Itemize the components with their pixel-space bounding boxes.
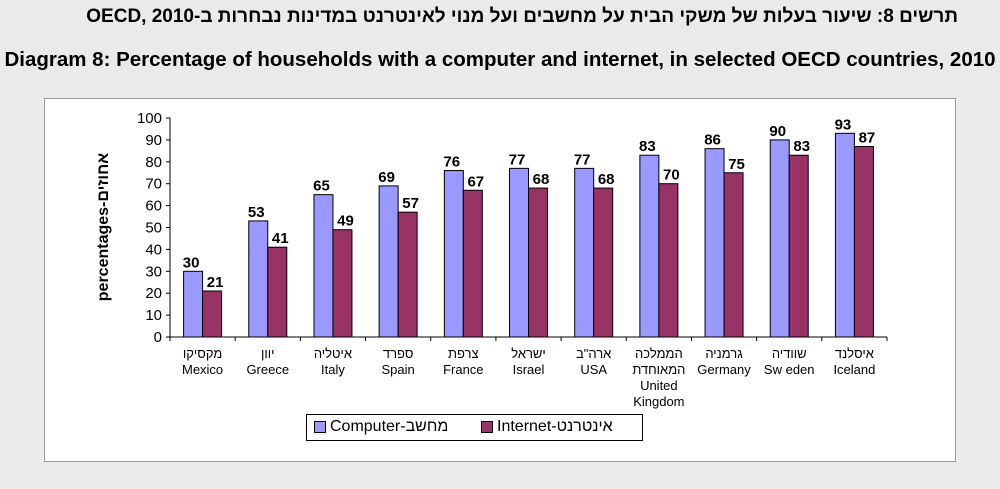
y-tick-label: 80 bbox=[145, 154, 162, 171]
bar-internet bbox=[462, 189, 483, 338]
bar-computer bbox=[509, 167, 529, 338]
x-tick-label-english: Kingdom bbox=[633, 394, 684, 409]
x-tick-label-hebrew: צרפת bbox=[448, 346, 479, 361]
chart-title-english: Diagram 8: Percentage of households with… bbox=[4, 48, 996, 71]
y-tick-label: 20 bbox=[145, 285, 162, 302]
x-tick-label-hebrew: ארה"ב bbox=[576, 346, 611, 361]
data-label-internet: 70 bbox=[663, 167, 680, 184]
x-tick-label-english: USA bbox=[580, 362, 607, 377]
data-label-computer: 93 bbox=[835, 116, 852, 133]
bar-computer bbox=[574, 167, 595, 338]
x-tick-label-hebrew: מקסיקו bbox=[183, 346, 222, 361]
x-tick-label-hebrew: גרמניה bbox=[705, 346, 743, 361]
x-tick-label-hebrew: ספרד bbox=[383, 346, 413, 361]
data-label-internet: 68 bbox=[598, 171, 615, 188]
data-label-internet: 57 bbox=[402, 195, 419, 212]
x-tick-label-english: Italy bbox=[321, 362, 345, 377]
x-tick-label-hebrew: איטליה bbox=[314, 346, 352, 361]
bar-computer bbox=[183, 270, 204, 338]
x-tick-label-english: France bbox=[443, 362, 483, 377]
x-tick-label-english: Germany bbox=[697, 362, 751, 377]
x-tick-label-english: Greece bbox=[246, 362, 289, 377]
bar-internet bbox=[593, 187, 614, 338]
data-label-computer: 53 bbox=[248, 204, 265, 221]
data-label-internet: 83 bbox=[793, 138, 810, 155]
bar-internet bbox=[658, 183, 679, 338]
data-label-internet: 21 bbox=[207, 274, 224, 291]
x-tick-label-hebrew: איסלנד bbox=[835, 346, 874, 361]
data-label-internet: 67 bbox=[467, 173, 484, 190]
data-label-internet: 49 bbox=[337, 213, 354, 230]
bar-internet bbox=[853, 145, 874, 338]
data-label-computer: 77 bbox=[509, 151, 526, 168]
bar-computer bbox=[834, 132, 855, 338]
x-tick-label-english: Israel bbox=[513, 362, 545, 377]
x-tick-label-english: Sw eden bbox=[764, 362, 815, 377]
data-label-computer: 76 bbox=[443, 154, 460, 171]
x-tick-label-hebrew: המאוחדת bbox=[632, 362, 685, 377]
x-tick-label-hebrew: יוון bbox=[261, 346, 275, 361]
y-axis-label: percentages-אחוזים bbox=[95, 152, 112, 302]
y-tick-label: 70 bbox=[145, 176, 162, 193]
data-label-computer: 86 bbox=[704, 132, 721, 149]
x-tick-label-english: United bbox=[640, 378, 678, 393]
y-tick-label: 30 bbox=[145, 263, 162, 280]
legend-label-computer: Computer-מחשב bbox=[330, 418, 449, 435]
legend-label-internet: Internet-אינטרנט bbox=[497, 418, 613, 435]
bar-internet bbox=[723, 172, 744, 338]
bar-computer bbox=[248, 220, 269, 338]
data-label-internet: 68 bbox=[533, 171, 550, 188]
bar-computer bbox=[313, 194, 334, 338]
x-tick-label-hebrew: הממלכה bbox=[635, 346, 683, 361]
data-label-internet: 41 bbox=[272, 230, 289, 247]
data-label-internet: 87 bbox=[859, 129, 876, 146]
data-label-computer: 83 bbox=[639, 138, 656, 155]
bar-computer bbox=[704, 148, 725, 338]
x-tick-label-english: Mexico bbox=[182, 362, 223, 377]
y-tick-label: 100 bbox=[137, 110, 162, 127]
x-tick-label-hebrew: ישראל bbox=[511, 346, 546, 361]
chart-title-hebrew: תרשים 8: שיעור בעלות של משקי הבית על מחש… bbox=[86, 6, 958, 27]
bar-internet bbox=[202, 290, 223, 338]
bar-internet bbox=[332, 229, 353, 338]
data-label-computer: 30 bbox=[183, 254, 200, 271]
y-tick-label: 50 bbox=[145, 220, 162, 237]
legend-swatch-internet bbox=[481, 421, 493, 433]
y-tick-label: 10 bbox=[145, 307, 162, 324]
x-tick-label-english: Spain bbox=[382, 362, 415, 377]
bar-computer bbox=[769, 139, 790, 338]
bar-internet bbox=[788, 154, 809, 338]
data-label-computer: 69 bbox=[378, 169, 395, 186]
bar-internet bbox=[528, 187, 548, 338]
y-tick-label: 40 bbox=[145, 241, 162, 258]
legend-swatch-computer bbox=[314, 421, 326, 433]
data-label-computer: 90 bbox=[769, 123, 786, 140]
bar-computer bbox=[443, 170, 464, 338]
y-tick-label: 60 bbox=[145, 198, 162, 215]
x-tick-label-english: Iceland bbox=[833, 362, 875, 377]
legend: Computer-מחשב Internet-אינטרנט bbox=[306, 414, 643, 441]
bar-internet bbox=[267, 246, 288, 338]
data-label-computer: 65 bbox=[313, 178, 330, 195]
y-tick-label: 90 bbox=[145, 132, 162, 149]
bar-internet bbox=[397, 211, 418, 338]
y-tick-label: 0 bbox=[154, 329, 162, 346]
bar-computer bbox=[639, 154, 660, 338]
data-label-internet: 75 bbox=[728, 156, 745, 173]
data-label-computer: 77 bbox=[574, 151, 591, 168]
x-tick-label-hebrew: שוודיה bbox=[772, 346, 807, 361]
bar-computer bbox=[378, 185, 399, 338]
